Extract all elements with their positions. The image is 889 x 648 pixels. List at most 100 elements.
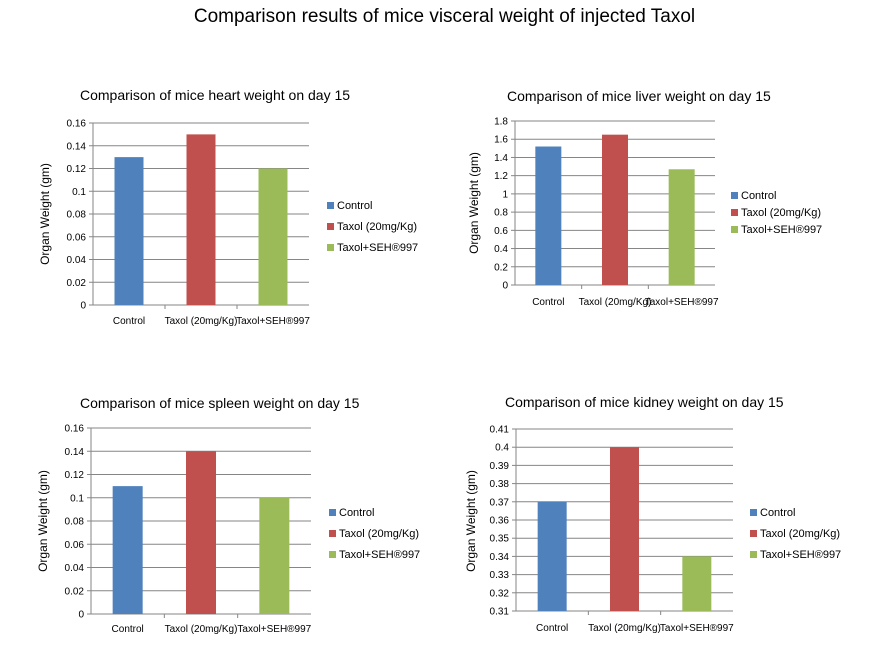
spleen-y-tick-label: 0.14 — [65, 447, 85, 458]
kidney-legend-swatch — [750, 509, 757, 516]
spleen-bar-3 — [259, 497, 290, 614]
spleen-y-tick-label: 0.06 — [65, 540, 85, 551]
liver-y-tick-label: 1 — [502, 189, 508, 200]
liver-y-tick-label: 1.8 — [494, 117, 508, 128]
heart-category-label: Control — [113, 316, 145, 327]
heart-category-label: Taxol+SEH®997 — [236, 316, 310, 327]
liver-category-label: Taxol (20mg/Kg) — [579, 297, 652, 308]
liver-category-label: Control — [532, 297, 564, 308]
spleen-bar-1 — [112, 486, 143, 614]
kidney-bar-3 — [682, 556, 712, 611]
kidney-category-label: Taxol (20mg/Kg) — [588, 623, 661, 634]
spleen-chart-title: Comparison of mice spleen weight on day … — [80, 395, 360, 411]
spleen-legend-swatch — [329, 551, 336, 558]
heart-y-tick-label: 0.16 — [67, 119, 87, 130]
heart-legend-swatch — [327, 223, 334, 230]
page-title: Comparison results of mice visceral weig… — [193, 6, 696, 27]
spleen-legend-swatch — [329, 509, 336, 516]
heart-y-axis-label: Organ Weight (gm) — [38, 163, 52, 265]
kidney-legend-label: Taxol (20mg/Kg) — [760, 528, 840, 540]
spleen-legend-label: Taxol (20mg/Kg) — [339, 528, 419, 540]
spleen-y-tick-label: 0.08 — [65, 517, 85, 528]
spleen-category-label: Taxol+SEH®997 — [237, 624, 311, 635]
spleen-y-tick-label: 0.02 — [65, 586, 85, 597]
kidney-legend-swatch — [750, 551, 757, 558]
heart-bar-1 — [114, 157, 144, 305]
heart-chart-title: Comparison of mice heart weight on day 1… — [80, 87, 350, 103]
liver-y-axis-label: Organ Weight (gm) — [467, 152, 481, 254]
liver-bar-1 — [535, 146, 562, 285]
liver-legend-swatch — [731, 209, 738, 216]
liver-chart-title: Comparison of mice liver weight on day 1… — [507, 88, 771, 104]
kidney-category-label: Taxol+SEH®997 — [660, 623, 734, 634]
liver-y-tick-label: 0.6 — [494, 226, 508, 237]
kidney-bar-2 — [610, 447, 639, 611]
liver-y-tick-label: 1.4 — [494, 153, 508, 164]
liver-y-tick-label: 0 — [502, 281, 508, 292]
heart-y-tick-label: 0.06 — [67, 232, 87, 243]
kidney-y-tick-label: 0.37 — [490, 497, 510, 508]
kidney-y-tick-label: 0.38 — [490, 479, 510, 490]
heart-y-tick-label: 0.08 — [67, 210, 87, 221]
kidney-y-tick-label: 0.39 — [490, 461, 510, 472]
heart-legend-label: Taxol (20mg/Kg) — [337, 221, 417, 233]
kidney-y-tick-label: 0.32 — [490, 588, 510, 599]
spleen-y-axis-label: Organ Weight (gm) — [36, 470, 50, 572]
liver-y-tick-label: 0.4 — [494, 244, 508, 255]
liver-legend-swatch — [731, 226, 738, 233]
liver-category-label: Taxol+SEH®997 — [645, 297, 719, 308]
kidney-y-tick-label: 0.4 — [495, 443, 509, 454]
heart-legend-label: Control — [337, 200, 372, 212]
kidney-y-tick-label: 0.31 — [490, 607, 510, 618]
liver-y-tick-label: 0.2 — [494, 262, 508, 273]
heart-y-tick-label: 0.02 — [67, 278, 87, 289]
spleen-y-tick-label: 0.04 — [65, 563, 85, 574]
spleen-y-tick-label: 0.12 — [65, 470, 85, 481]
heart-y-tick-label: 0.12 — [67, 164, 87, 175]
kidney-category-label: Control — [536, 623, 568, 634]
kidney-y-axis-label: Organ Weight (gm) — [464, 470, 478, 572]
spleen-category-label: Taxol (20mg/Kg) — [165, 624, 238, 635]
heart-legend-swatch — [327, 202, 334, 209]
kidney-y-tick-label: 0.35 — [490, 534, 510, 545]
liver-bar-2 — [602, 134, 628, 285]
liver-y-tick-label: 0.8 — [494, 208, 508, 219]
liver-legend-label: Taxol (20mg/Kg) — [741, 207, 821, 219]
heart-y-tick-label: 0.04 — [67, 255, 87, 266]
kidney-legend-label: Taxol+SEH®997 — [760, 549, 841, 561]
heart-y-tick-label: 0.1 — [72, 187, 86, 198]
liver-legend-label: Taxol+SEH®997 — [741, 224, 822, 236]
spleen-y-tick-label: 0.16 — [65, 424, 85, 435]
liver-bar-3 — [668, 169, 695, 285]
kidney-y-tick-label: 0.33 — [490, 570, 510, 581]
kidney-y-tick-label: 0.41 — [490, 425, 510, 436]
spleen-category-label: Control — [112, 624, 144, 635]
heart-y-tick-label: 0 — [80, 301, 86, 312]
spleen-y-tick-label: 0 — [78, 610, 84, 621]
heart-bar-2 — [186, 134, 216, 305]
kidney-legend-label: Control — [760, 507, 795, 519]
spleen-legend-swatch — [329, 530, 336, 537]
heart-category-label: Taxol (20mg/Kg) — [165, 316, 238, 327]
liver-y-tick-label: 1.2 — [494, 171, 508, 182]
heart-legend-swatch — [327, 244, 334, 251]
spleen-y-tick-label: 0.1 — [70, 493, 84, 504]
heart-legend-label: Taxol+SEH®997 — [337, 242, 418, 254]
liver-y-tick-label: 1.6 — [494, 135, 508, 146]
kidney-bar-1 — [537, 501, 567, 611]
kidney-y-tick-label: 0.36 — [490, 516, 510, 527]
liver-legend-label: Control — [741, 190, 776, 202]
liver-legend-swatch — [731, 192, 738, 199]
heart-bar-3 — [258, 168, 288, 305]
kidney-legend-swatch — [750, 530, 757, 537]
spleen-bar-2 — [186, 451, 216, 614]
kidney-y-tick-label: 0.34 — [490, 552, 510, 563]
spleen-legend-label: Taxol+SEH®997 — [339, 549, 420, 561]
kidney-chart-title: Comparison of mice kidney weight on day … — [505, 394, 784, 410]
spleen-legend-label: Control — [339, 507, 374, 519]
heart-y-tick-label: 0.14 — [67, 141, 87, 152]
